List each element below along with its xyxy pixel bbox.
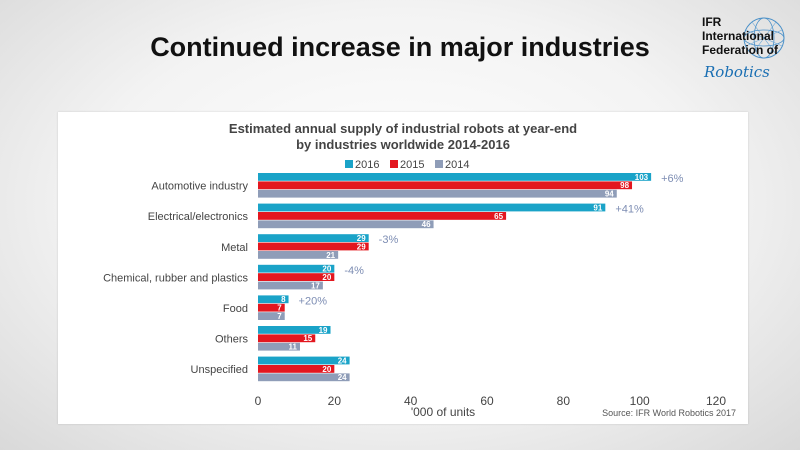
logo-line-federation: Federation of (702, 43, 779, 57)
bar-2014 (258, 220, 434, 229)
bar-2016 (258, 356, 350, 365)
legend: 2016 2015 2014 (345, 159, 469, 171)
legend-swatch-2015 (390, 160, 398, 168)
bar-value-label: 8 (281, 295, 286, 304)
bar-2014 (258, 342, 300, 351)
slide-title: Continued increase in major industries (150, 32, 650, 62)
bar-value-label: 98 (620, 181, 629, 190)
category-label: Electrical/electronics (148, 211, 249, 223)
bar-value-label: 15 (303, 334, 312, 343)
category-label: Automotive industry (151, 181, 248, 193)
bar-2016 (258, 203, 606, 212)
bar-value-label: 91 (593, 203, 602, 212)
x-tick-label: 60 (480, 394, 494, 408)
bar-value-label: 21 (326, 251, 335, 260)
bar-value-label: 29 (357, 234, 366, 243)
category-labels: Automotive industry Electrical/electronic… (103, 181, 248, 377)
growth-label: +41% (615, 204, 644, 216)
bar-2015 (258, 303, 285, 312)
bar-value-label: 17 (311, 281, 320, 290)
legend-swatch-2016 (345, 160, 353, 168)
bar-value-label: 19 (319, 326, 328, 335)
bar-2014 (258, 373, 350, 382)
bar-2015 (258, 334, 316, 343)
x-tick-label: 0 (255, 394, 262, 408)
bar-value-label: 24 (338, 356, 347, 365)
bar-2016 (258, 234, 369, 242)
bar-2015 (258, 365, 335, 373)
chart-subtitle: by industries worldwide 2014-2016 (296, 137, 510, 152)
x-tick-label: 40 (404, 394, 418, 408)
bar-value-label: 24 (338, 373, 347, 382)
bar-2016 (258, 295, 289, 304)
bar-value-label: 103 (635, 173, 649, 182)
bar-2014 (258, 312, 285, 320)
bar-value-label: 7 (277, 312, 282, 321)
x-tick-label: 80 (557, 394, 571, 408)
category-label: Others (215, 334, 249, 346)
source-note: Source: IFR World Robotics 2017 (602, 408, 736, 418)
bars-group: 1039894+6%916546+41%292921-3%202017-4%87… (258, 173, 684, 382)
bar-value-label: 20 (322, 365, 331, 374)
growth-label: -4% (344, 265, 364, 277)
legend-swatch-2014 (435, 160, 443, 168)
bar-2015 (258, 181, 633, 190)
bar-2014 (258, 189, 617, 198)
bar-value-label: 11 (289, 343, 298, 352)
logo-line-ifr: IFR (702, 15, 722, 29)
bar-value-label: 94 (605, 190, 614, 199)
bar-value-label: 7 (277, 304, 282, 313)
x-tick-label: 20 (328, 394, 342, 408)
x-axis-label: '000 of units (411, 405, 475, 419)
bar-2016 (258, 264, 335, 273)
bar-value-label: 29 (357, 242, 366, 251)
x-tick-label: 100 (630, 394, 650, 408)
legend-label-2015: 2015 (400, 159, 424, 171)
bar-2014 (258, 251, 339, 259)
logo-line-international: International (702, 29, 775, 43)
category-label: Unspecified (191, 364, 248, 376)
bar-2014 (258, 281, 323, 290)
bar-2015 (258, 212, 507, 220)
bar-value-label: 20 (322, 265, 331, 274)
logo-line-robotics: Robotics (704, 63, 770, 81)
bar-value-label: 65 (494, 212, 503, 221)
bar-chart: Estimated annual supply of industrial ro… (103, 121, 736, 419)
x-axis-ticks: 0 20 40 60 80 100 120 (255, 394, 727, 408)
bar-value-label: 46 (422, 220, 431, 229)
bar-2016 (258, 173, 652, 181)
x-tick-label: 120 (706, 394, 726, 408)
bar-2015 (258, 273, 335, 281)
ifr-logo: IFR International Federation of Robotics (700, 14, 792, 81)
growth-label: +20% (299, 295, 328, 307)
bar-value-label: 20 (322, 273, 331, 282)
category-label: Chemical, rubber and plastics (103, 272, 248, 284)
bar-2016 (258, 326, 331, 334)
growth-label: -3% (379, 234, 399, 246)
growth-label: +6% (661, 173, 684, 185)
category-label: Food (223, 303, 248, 315)
bar-2015 (258, 242, 369, 251)
globe-icon (743, 17, 785, 59)
legend-label-2014: 2014 (445, 159, 469, 171)
chart-title: Estimated annual supply of industrial ro… (229, 121, 577, 136)
legend-label-2016: 2016 (355, 159, 379, 171)
category-label: Metal (221, 242, 248, 254)
chart-panel: Estimated annual supply of industrial ro… (58, 112, 748, 424)
